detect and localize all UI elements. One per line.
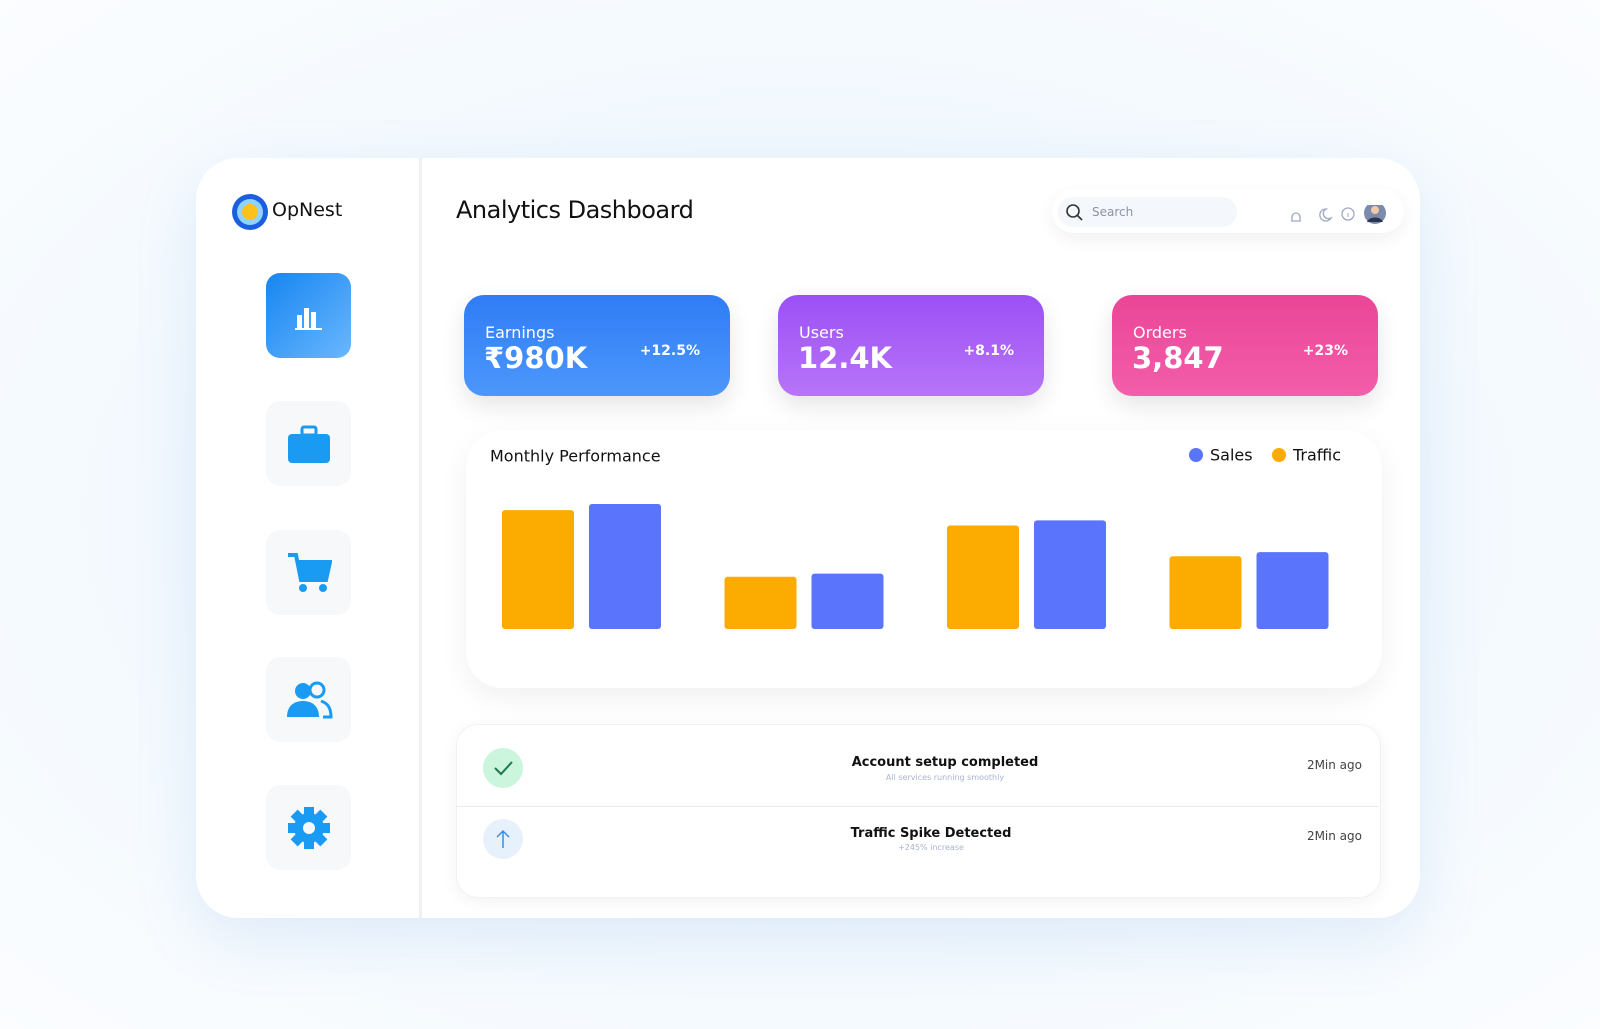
row-divider [456, 806, 1379, 807]
logo [232, 194, 268, 230]
bar [947, 525, 1019, 629]
notification-title: Account setup completed [851, 755, 1039, 770]
stat-change: +8.1% [963, 343, 1014, 359]
nav-briefcase[interactable] [266, 401, 351, 486]
bar [1256, 552, 1329, 629]
stat-value: 12.4K [798, 341, 893, 375]
notification-subtitle: +245% increase [898, 843, 964, 852]
notification-time: 2Min ago [1306, 758, 1362, 772]
legend-label: Sales [1210, 446, 1253, 465]
stat-users[interactable]: Users 12.4K +8.1% [778, 295, 1044, 396]
legend-label: Traffic [1292, 446, 1341, 465]
check-icon [483, 748, 523, 788]
stat-change: +23% [1302, 343, 1348, 359]
stat-orders[interactable]: Orders 3,847 +23% [1112, 295, 1378, 396]
nav-settings[interactable] [266, 785, 351, 870]
nav-users[interactable] [266, 657, 351, 742]
legend-dot [1272, 448, 1286, 462]
sidebar-divider [419, 158, 422, 918]
nav-cart[interactable] [266, 530, 351, 615]
bar [811, 573, 884, 629]
notifications-card [456, 724, 1381, 898]
arrow-icon [483, 819, 523, 859]
stat-label: Earnings [485, 323, 555, 342]
search-placeholder: Search [1092, 205, 1134, 219]
notification-time: 2Min ago [1306, 829, 1362, 843]
stat-value: ₹980K [484, 341, 588, 375]
bar [502, 510, 574, 629]
notification-title: Traffic Spike Detected [850, 826, 1012, 841]
notification-subtitle: All services running smoothly [885, 773, 1005, 782]
stat-earnings[interactable]: Earnings ₹980K +12.5% [464, 295, 730, 396]
bar [589, 504, 661, 629]
toolbar-icons [1291, 205, 1386, 224]
brand: OpNest [272, 199, 343, 221]
chart: Monthly Performance Sales Traffic [490, 446, 1341, 629]
legend-dot [1189, 448, 1203, 462]
stat-value: 3,847 [1132, 341, 1224, 375]
stat-change: +12.5% [639, 343, 700, 359]
bar [724, 576, 797, 629]
chart-title: Monthly Performance [490, 447, 661, 466]
bar [1034, 520, 1106, 629]
stat-label: Orders [1133, 323, 1187, 342]
bar [1169, 556, 1242, 629]
search-box[interactable]: Search [1058, 197, 1237, 227]
stat-label: Users [799, 323, 844, 342]
nav-analytics[interactable] [266, 273, 351, 358]
page-title: Analytics Dashboard [456, 196, 694, 224]
